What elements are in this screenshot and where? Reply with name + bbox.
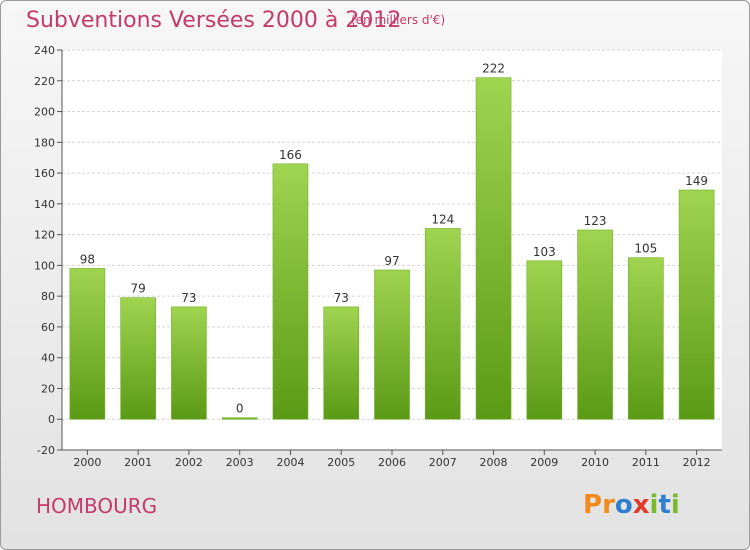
y-tick-label: 0 [48, 413, 55, 426]
bar-2005 [323, 306, 360, 420]
x-tick-label: 2008 [480, 456, 508, 469]
y-tick-label: 20 [41, 382, 55, 395]
y-tick-label: 220 [34, 75, 55, 88]
x-tick-label: 2005 [327, 456, 355, 469]
y-tick-label: 40 [41, 352, 55, 365]
x-tick-label: 2006 [378, 456, 406, 469]
chart-title: Subventions Versées 2000 à 2012 [26, 8, 402, 33]
bar-value-label: 103 [533, 245, 556, 259]
logo-letter: i [649, 490, 659, 520]
axis-layer: -20 0 20 40 60 80 100 120 140 160 180 200 220 240 2000… [34, 44, 722, 469]
bar-value-label: 73 [181, 291, 196, 305]
y-tick-label: 180 [34, 136, 55, 149]
bar-value-label: 105 [634, 242, 657, 256]
logo-letter: o [614, 490, 633, 520]
x-tick-label: 2009 [530, 456, 558, 469]
bar-value-label: 79 [131, 282, 146, 296]
y-tick-label: 100 [34, 259, 55, 272]
logo-letter: x [632, 490, 650, 520]
x-tick-label: 2010 [581, 456, 609, 469]
bar-value-label: 97 [384, 254, 399, 268]
x-tick-label: 2000 [73, 456, 101, 469]
x-tick-label: 2002 [175, 456, 203, 469]
bar-2002 [171, 306, 207, 420]
bar-2001 [120, 297, 156, 420]
logo-letter: t [658, 490, 671, 520]
logo-letter: P [583, 490, 603, 520]
y-tick-label: 160 [34, 167, 55, 180]
chart-subtitle: (en milliers d'€) [351, 13, 446, 27]
bar-value-label: 123 [584, 214, 607, 228]
bar-value-label: 98 [80, 252, 95, 266]
bar-value-label: 73 [334, 291, 349, 305]
y-tick-label: 200 [34, 106, 55, 119]
y-tick-label: 60 [41, 321, 55, 334]
x-tick-label: 2003 [226, 456, 254, 469]
bar-2004 [272, 163, 309, 420]
bar-value-label: 124 [431, 212, 454, 226]
bar-value-label: 166 [279, 148, 302, 162]
bar-value-label: 0 [236, 402, 244, 416]
y-tick-label: 120 [34, 229, 55, 242]
commune-name: HOMBOURG [36, 494, 158, 518]
y-tick-label: 240 [34, 44, 55, 57]
bar-2009 [526, 260, 563, 420]
logo-letter: r [602, 490, 615, 520]
x-tick-label: 2012 [683, 456, 711, 469]
bar-value-label: 222 [482, 62, 505, 76]
logo-letter: i [670, 490, 680, 520]
bar-2007 [424, 228, 461, 420]
x-tick-label: 2004 [276, 456, 304, 469]
bar-2012 [678, 189, 715, 420]
bar-2006 [374, 269, 410, 420]
bar-2000 [69, 268, 106, 420]
bar-2010 [577, 229, 613, 420]
x-tick-label: 2007 [429, 456, 457, 469]
bar-2003 [221, 417, 258, 420]
x-tick-label: 2001 [124, 456, 152, 469]
bar-2011 [628, 257, 664, 420]
proxiti-logo: Proxiti [583, 490, 680, 520]
y-tick-label: 140 [34, 198, 55, 211]
x-tick-label: 2011 [632, 456, 660, 469]
bar-2008 [475, 77, 512, 420]
y-tick-label: -20 [37, 444, 55, 457]
bar-layer: 98 79 73 0 166 73 97 124 222 103 123 105 149 [69, 62, 715, 420]
y-tick-label: 80 [41, 290, 55, 303]
bar-value-label: 149 [685, 174, 708, 188]
